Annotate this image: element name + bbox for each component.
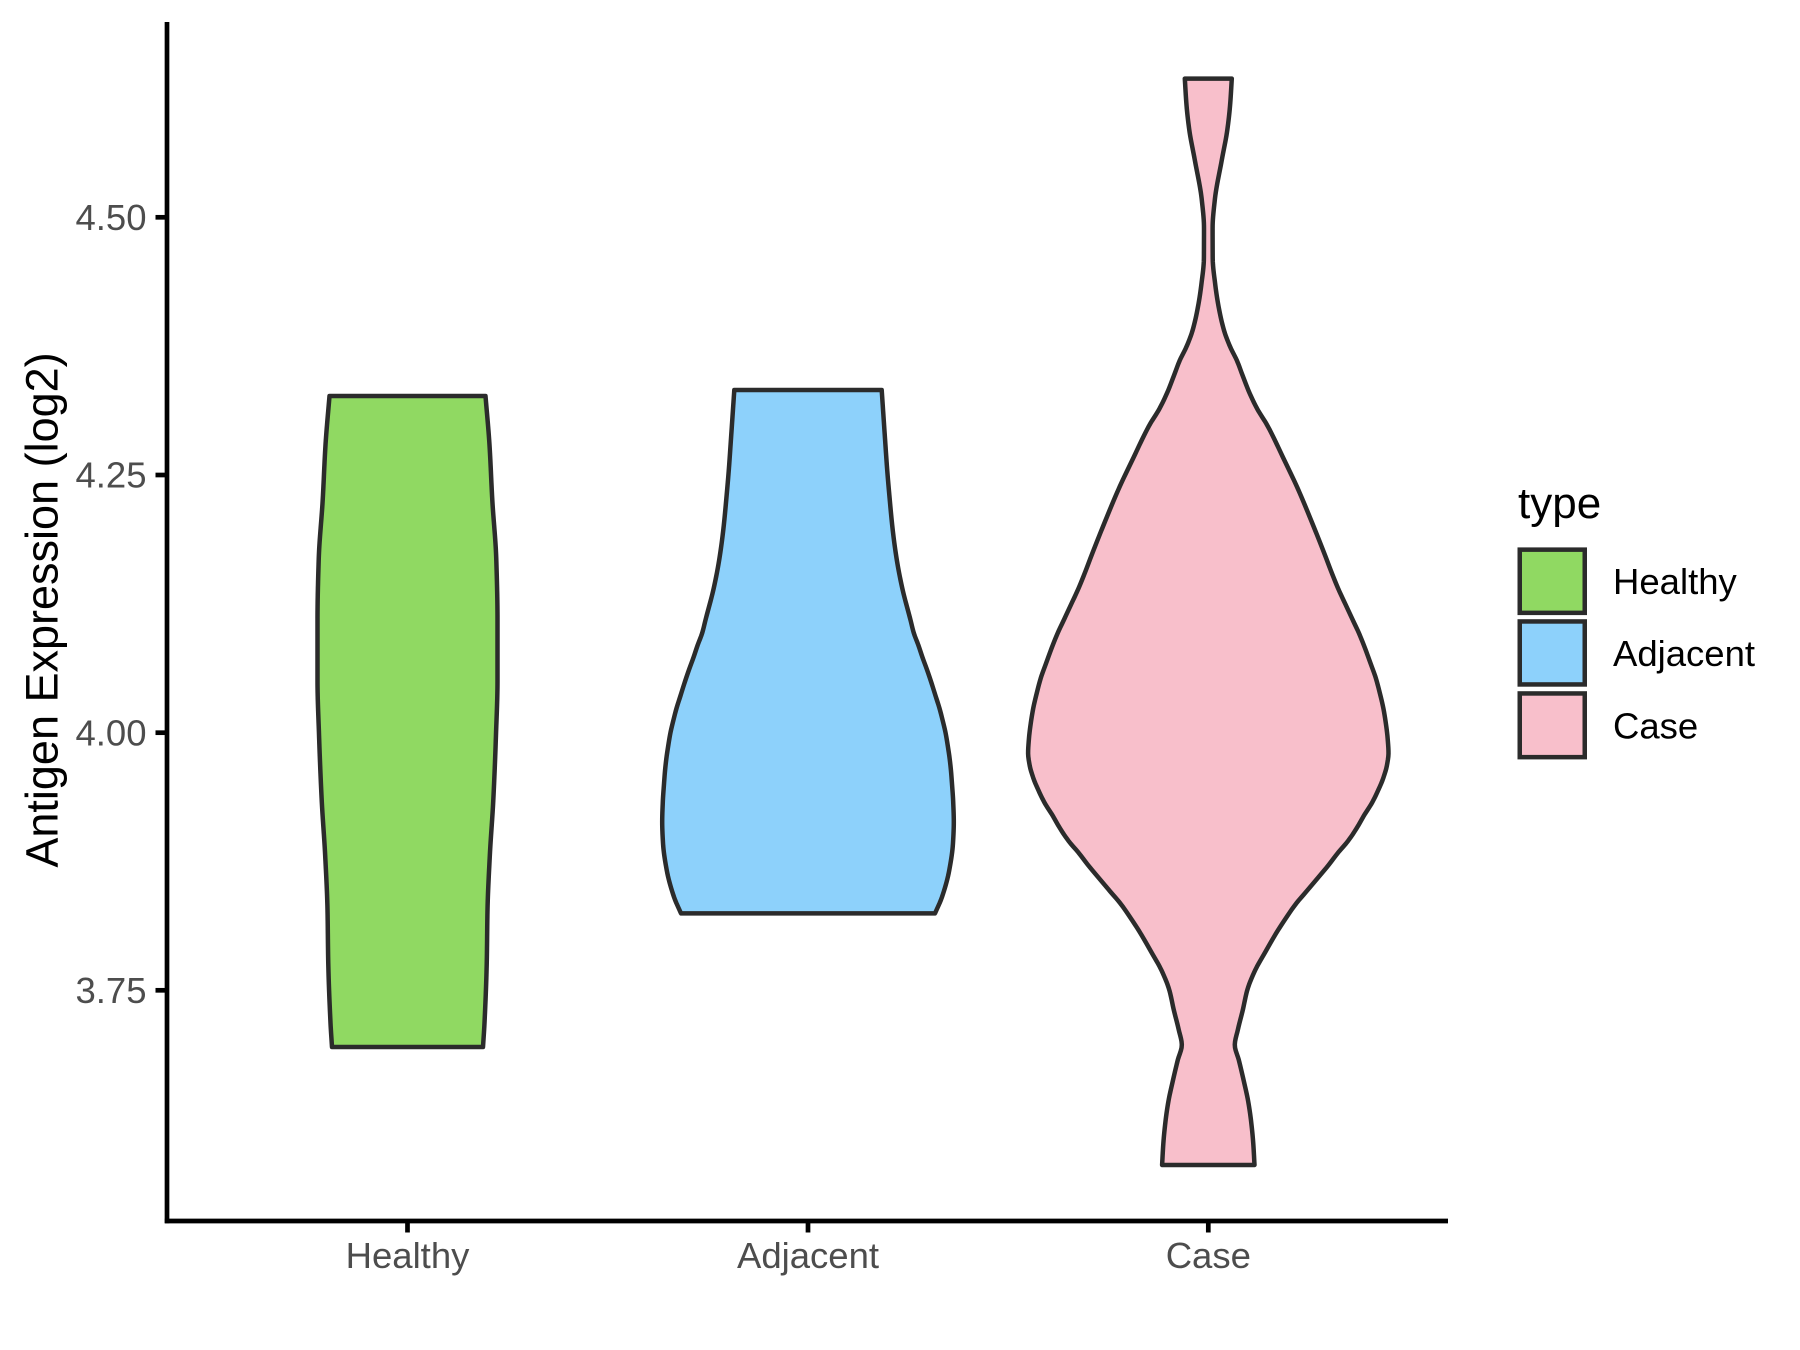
- svg-text:Adjacent: Adjacent: [737, 1235, 879, 1276]
- svg-text:4.00: 4.00: [75, 712, 146, 753]
- svg-text:Case: Case: [1166, 1235, 1251, 1276]
- svg-text:Healthy: Healthy: [1613, 561, 1738, 602]
- svg-text:4.50: 4.50: [75, 197, 146, 238]
- svg-text:4.25: 4.25: [75, 455, 146, 496]
- svg-text:type: type: [1518, 479, 1601, 528]
- svg-text:Antigen Expression (log2): Antigen Expression (log2): [17, 352, 68, 867]
- svg-text:Healthy: Healthy: [346, 1235, 471, 1276]
- svg-text:3.75: 3.75: [75, 970, 146, 1011]
- svg-text:Case: Case: [1613, 705, 1698, 746]
- svg-text:Adjacent: Adjacent: [1613, 633, 1755, 674]
